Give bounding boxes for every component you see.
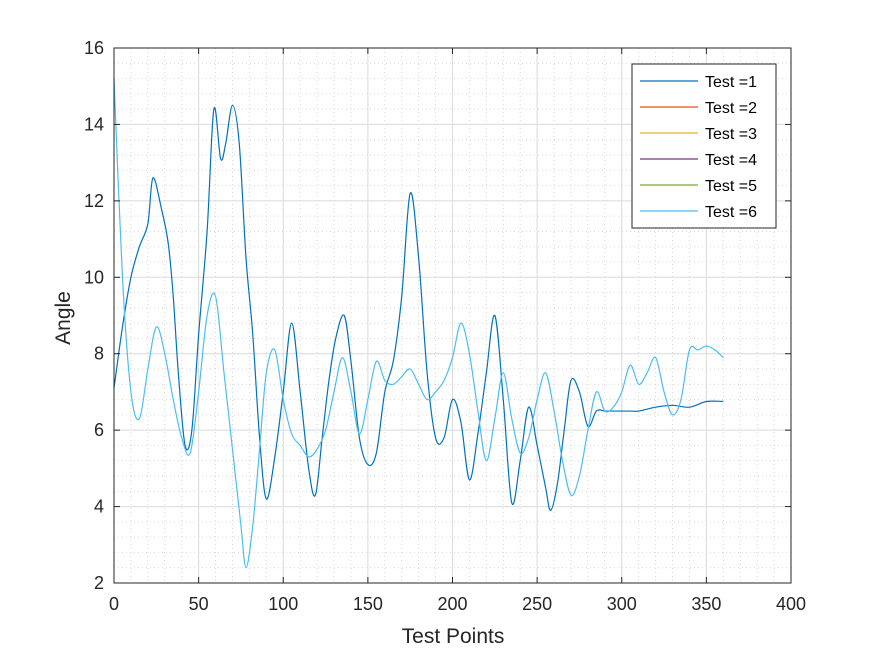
y-tick-label: 2 xyxy=(94,573,104,593)
legend-entry-label: Test =4 xyxy=(705,152,757,169)
series-line-test-1 xyxy=(113,104,724,511)
y-tick-label: 16 xyxy=(84,38,104,58)
x-axis-label: Test Points xyxy=(402,625,505,648)
legend-entry-label: Test =5 xyxy=(705,178,757,195)
legend-entry-label: Test =3 xyxy=(705,126,757,143)
x-tick-label: 0 xyxy=(109,594,119,614)
y-axis: 2 4 6 8 10 12 14 16 xyxy=(84,38,791,593)
y-tick-label: 10 xyxy=(84,267,104,287)
legend-entry-label: Test =2 xyxy=(705,100,757,117)
legend-box xyxy=(631,63,777,229)
x-tick-label: 300 xyxy=(607,594,637,614)
y-axis-label: Angle xyxy=(52,291,75,345)
y-tick-label: 14 xyxy=(84,114,104,134)
x-tick-label: 50 xyxy=(189,594,209,614)
x-tick-label: 400 xyxy=(776,594,806,614)
y-tick-label: 12 xyxy=(84,191,104,211)
y-tick-label: 6 xyxy=(94,420,104,440)
series-layer xyxy=(113,78,724,569)
legend-entry-label: Test =1 xyxy=(705,74,757,91)
x-tick-label: 150 xyxy=(353,594,383,614)
x-tick-label: 350 xyxy=(691,594,721,614)
legend-entry-label: Test =6 xyxy=(705,204,757,221)
x-axis: 0 50 100 150 200 250 300 350 400 xyxy=(109,48,806,614)
y-tick-label: 8 xyxy=(94,344,104,364)
legend: Test =1 Test =2 Test =3 Test =4 Test =5 Test … xyxy=(631,63,777,229)
x-tick-label: 250 xyxy=(522,594,552,614)
y-tick-label: 4 xyxy=(94,497,104,517)
x-tick-label: 200 xyxy=(437,594,467,614)
x-tick-label: 100 xyxy=(268,594,298,614)
series-line-test-6 xyxy=(113,78,724,569)
